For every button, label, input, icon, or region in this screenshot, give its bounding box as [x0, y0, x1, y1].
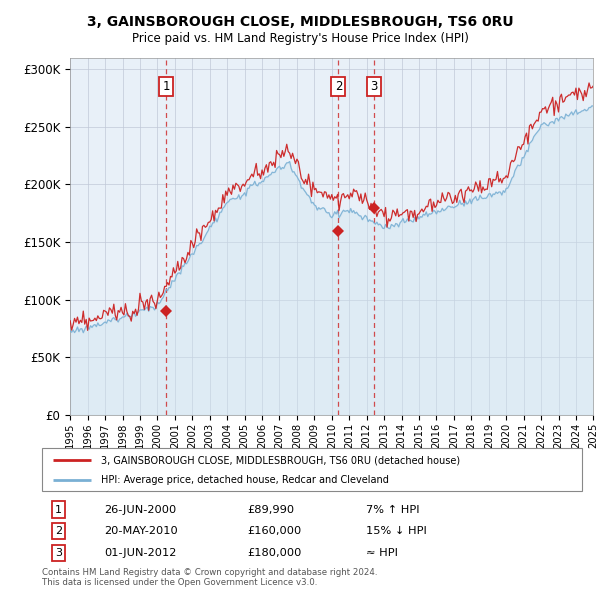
- Text: HPI: Average price, detached house, Redcar and Cleveland: HPI: Average price, detached house, Redc…: [101, 475, 389, 485]
- Text: 1: 1: [55, 504, 62, 514]
- FancyBboxPatch shape: [42, 448, 582, 491]
- Text: £160,000: £160,000: [247, 526, 301, 536]
- Text: Price paid vs. HM Land Registry's House Price Index (HPI): Price paid vs. HM Land Registry's House …: [131, 32, 469, 45]
- Text: 20-MAY-2010: 20-MAY-2010: [104, 526, 178, 536]
- Text: £89,990: £89,990: [247, 504, 295, 514]
- Text: 3, GAINSBOROUGH CLOSE, MIDDLESBROUGH, TS6 0RU (detached house): 3, GAINSBOROUGH CLOSE, MIDDLESBROUGH, TS…: [101, 455, 461, 466]
- Text: 01-JUN-2012: 01-JUN-2012: [104, 548, 176, 558]
- Text: This data is licensed under the Open Government Licence v3.0.: This data is licensed under the Open Gov…: [42, 578, 317, 587]
- Text: 3, GAINSBOROUGH CLOSE, MIDDLESBROUGH, TS6 0RU: 3, GAINSBOROUGH CLOSE, MIDDLESBROUGH, TS…: [86, 15, 514, 29]
- Text: ≈ HPI: ≈ HPI: [366, 548, 398, 558]
- Text: £180,000: £180,000: [247, 548, 302, 558]
- Text: 26-JUN-2000: 26-JUN-2000: [104, 504, 176, 514]
- Text: 3: 3: [370, 80, 377, 93]
- Text: 3: 3: [55, 548, 62, 558]
- Text: Contains HM Land Registry data © Crown copyright and database right 2024.: Contains HM Land Registry data © Crown c…: [42, 568, 377, 576]
- Text: 15% ↓ HPI: 15% ↓ HPI: [366, 526, 427, 536]
- Text: 1: 1: [162, 80, 170, 93]
- Text: 7% ↑ HPI: 7% ↑ HPI: [366, 504, 419, 514]
- Text: 2: 2: [55, 526, 62, 536]
- Text: 2: 2: [335, 80, 342, 93]
